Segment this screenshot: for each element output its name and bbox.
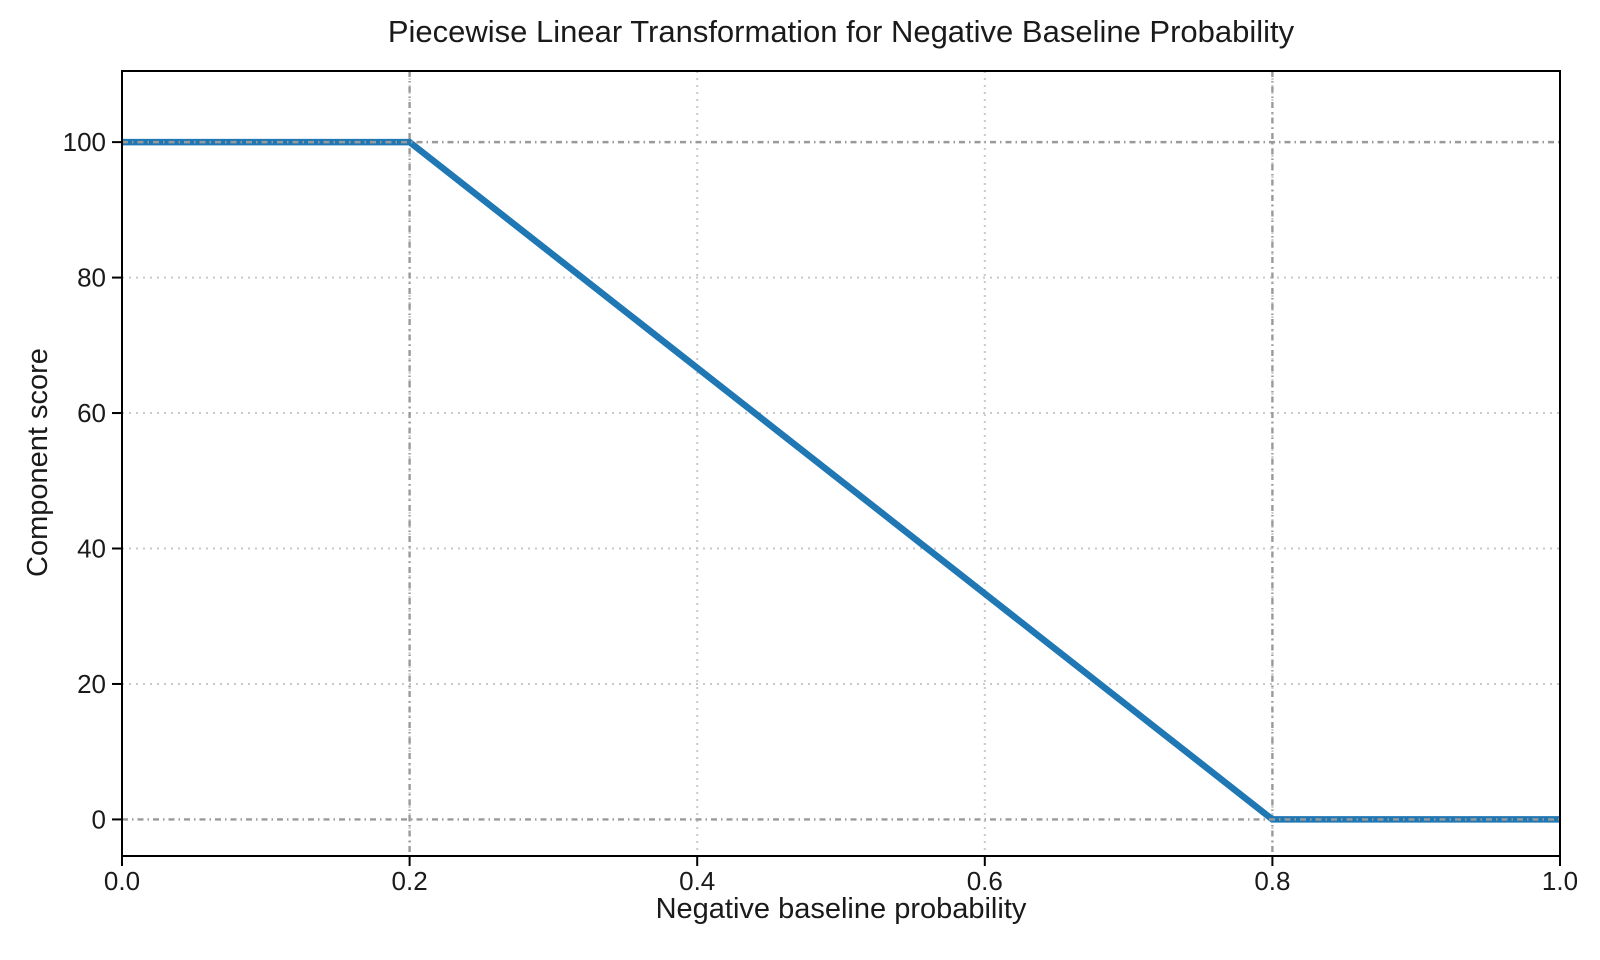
x-axis-label: Negative baseline probability [655, 893, 1027, 925]
y-axis-label: Component score [22, 348, 54, 577]
y-tick-label: 100 [63, 127, 106, 157]
y-tick-label: 80 [77, 263, 106, 293]
x-tick-label: 0.2 [392, 866, 428, 896]
plot-border [121, 70, 1561, 857]
x-tick-label: 0.8 [1254, 866, 1290, 896]
x-tick-label: 0.0 [104, 866, 140, 896]
chart-title: Piecewise Linear Transformation for Nega… [387, 14, 1295, 49]
x-tick-label: 0.6 [967, 866, 1003, 896]
data-line [122, 138, 1560, 823]
y-tick-label: 0 [92, 804, 106, 834]
x-tick-label: 1.0 [1542, 866, 1578, 896]
y-tick-label: 40 [77, 534, 106, 564]
x-tick-label: 0.4 [679, 866, 715, 896]
y-tick-label: 60 [77, 398, 106, 428]
y-tick-label: 20 [77, 669, 106, 699]
